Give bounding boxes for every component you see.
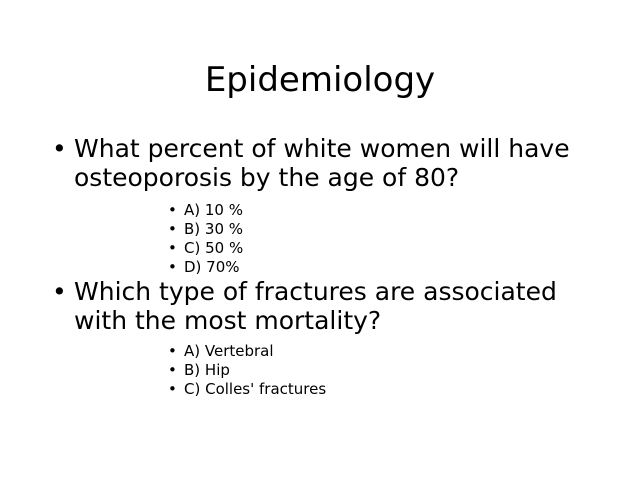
question-1-options: • A) 10 % • B) 30 % • C) 50 % • D) 70% — [168, 201, 468, 277]
option-text: C) Colles' fractures — [184, 380, 327, 398]
question-1-text: What percent of white women will have os… — [74, 134, 570, 192]
question-2-options: • A) Vertebral • B) Hip • C) Colles' fra… — [168, 342, 468, 399]
bullet-icon: • — [168, 201, 177, 219]
question-2: • Which type of fractures are associated… — [52, 277, 612, 335]
option-text: B) 30 % — [184, 220, 244, 238]
option-text: D) 70% — [184, 258, 240, 276]
option-item: • A) Vertebral — [168, 342, 468, 361]
bullet-icon: • — [52, 134, 67, 163]
option-item: • C) Colles' fractures — [168, 380, 468, 399]
option-item: • D) 70% — [168, 258, 468, 277]
option-text: B) Hip — [184, 361, 230, 379]
bullet-icon: • — [168, 220, 177, 238]
bullet-icon: • — [168, 361, 177, 379]
bullet-icon: • — [52, 277, 67, 306]
option-text: A) 10 % — [184, 201, 243, 219]
question-1: • What percent of white women will have … — [52, 134, 612, 192]
option-item: • C) 50 % — [168, 239, 468, 258]
bullet-icon: • — [168, 342, 177, 360]
option-text: C) 50 % — [184, 239, 244, 257]
slide-title: Epidemiology — [204, 60, 436, 100]
bullet-icon: • — [168, 258, 177, 276]
bullet-icon: • — [168, 239, 177, 257]
option-item: • B) Hip — [168, 361, 468, 380]
option-text: A) Vertebral — [184, 342, 274, 360]
option-item: • B) 30 % — [168, 220, 468, 239]
question-2-text: Which type of fractures are associated w… — [74, 277, 557, 335]
bullet-icon: • — [168, 380, 177, 398]
option-item: • A) 10 % — [168, 201, 468, 220]
